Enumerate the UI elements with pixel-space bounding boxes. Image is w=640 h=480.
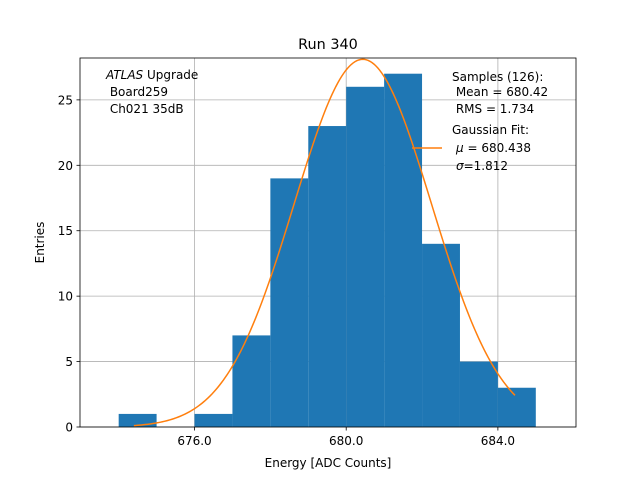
histogram-bar-4 xyxy=(308,126,347,428)
atlas-upgrade-label: ATLAS Upgrade xyxy=(105,68,198,82)
chart-title: Run 340 xyxy=(298,37,358,53)
legend-samples-rms: RMS = 1.734 xyxy=(452,102,534,116)
histogram-bar-8 xyxy=(459,361,498,427)
legend-fit-header: Gaussian Fit: xyxy=(452,123,529,137)
x-tick-label: 676.0 xyxy=(177,434,211,448)
atlas-annotation: ATLAS Upgrade Board259 Ch021 35dB xyxy=(105,68,198,116)
plot-frame xyxy=(79,57,577,428)
y-tick-label: 5 xyxy=(65,355,73,369)
x-tick-label: 680.0 xyxy=(329,434,363,448)
histogram-bar-1 xyxy=(194,413,233,427)
legend-mu: μ = 680.438 xyxy=(455,141,531,155)
channel-label: Ch021 35dB xyxy=(106,102,184,116)
x-axis-label: Energy [ADC Counts] xyxy=(265,456,392,470)
mu-symbol: μ xyxy=(455,141,464,155)
legend-samples-mean: Mean = 680.42 xyxy=(452,85,548,99)
mu-value: = 680.438 xyxy=(464,141,531,155)
histogram-bar-2 xyxy=(232,335,271,427)
histogram-bars xyxy=(118,73,536,428)
x-tick-label: 684.0 xyxy=(481,434,515,448)
y-tick-label: 25 xyxy=(58,93,73,107)
x-axis-ticks: 676.0 680.0 684.0 xyxy=(177,427,515,448)
histogram-bar-6 xyxy=(384,73,423,428)
histogram-bar-3 xyxy=(270,178,309,427)
y-tick-label: 15 xyxy=(58,224,73,238)
histogram-bar-7 xyxy=(422,243,460,427)
legend: Samples (126): Mean = 680.42 RMS = 1.734… xyxy=(412,70,548,173)
y-tick-label: 10 xyxy=(58,290,73,304)
board-label: Board259 xyxy=(106,85,168,99)
legend-sigma: σ=1.812 xyxy=(456,159,508,173)
y-tick-label: 20 xyxy=(58,159,73,173)
atlas-label: ATLAS xyxy=(105,68,144,82)
histogram-bar-5 xyxy=(346,86,385,427)
y-tick-label: 0 xyxy=(65,421,73,435)
gaussian-fit-curve xyxy=(133,58,516,427)
sigma-value: =1.812 xyxy=(464,159,508,173)
upgrade-label: Upgrade xyxy=(143,68,198,82)
legend-samples-header: Samples (126): xyxy=(452,70,543,84)
y-axis-ticks: 0 5 10 15 20 25 xyxy=(58,93,80,435)
sigma-symbol: σ xyxy=(456,159,464,173)
histogram-bar-9 xyxy=(497,387,536,427)
y-axis-label: Entries xyxy=(33,222,47,264)
